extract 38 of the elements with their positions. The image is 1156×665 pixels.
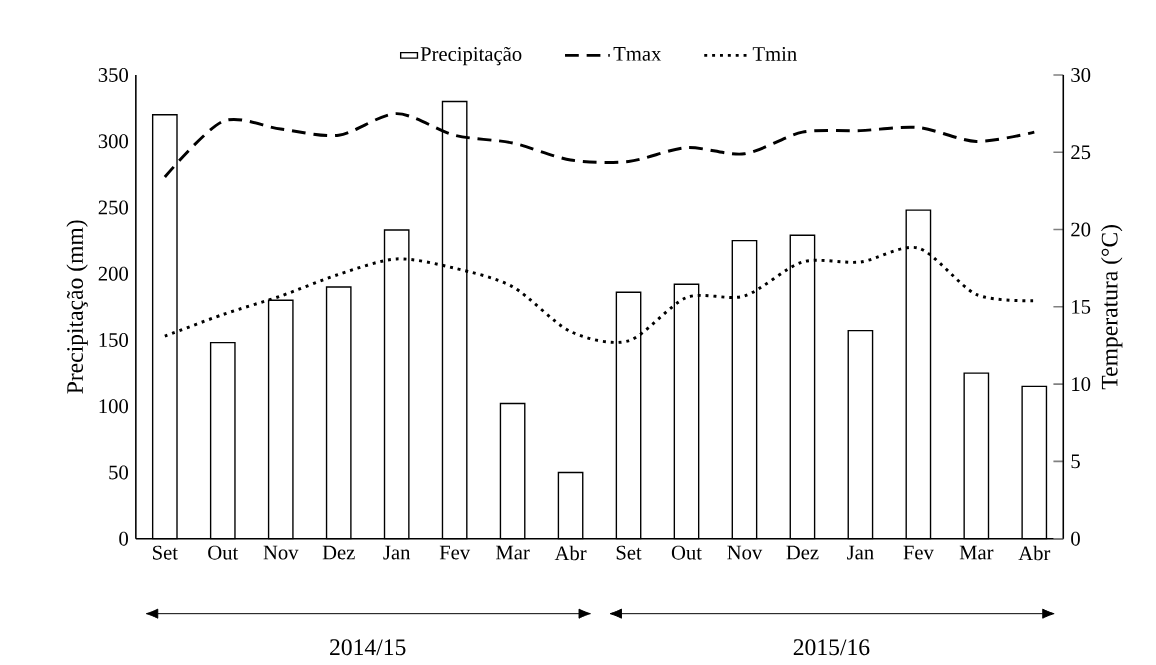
x-tick-label: Nov bbox=[263, 545, 299, 560]
y2-tick-label: 30 bbox=[1071, 68, 1091, 82]
x-tick-label: Nov bbox=[727, 545, 763, 560]
y-tick-label: 200 bbox=[98, 266, 128, 281]
y-tick-label: 50 bbox=[109, 465, 128, 480]
y2-tick-label: 15 bbox=[1072, 299, 1091, 314]
y-tick-label: 250 bbox=[98, 200, 128, 215]
y-tick-label: 300 bbox=[98, 134, 128, 149]
y-tick-label: 350 bbox=[98, 68, 128, 82]
x-tick-label: Fev bbox=[903, 545, 934, 560]
x-tick-label: Dez bbox=[322, 545, 355, 560]
y-tick-label: 0 bbox=[119, 531, 128, 546]
x-tick-label: Fev bbox=[439, 545, 471, 560]
x-tick-label: Set bbox=[616, 545, 642, 560]
text: 2014/15 bbox=[330, 639, 406, 656]
y2-tick-label: 25 bbox=[1071, 145, 1091, 160]
x-tick-label: Dez bbox=[786, 545, 819, 560]
legend-label: Tmax bbox=[613, 47, 662, 61]
y2-tick-label: 0 bbox=[1071, 531, 1080, 546]
x-tick-label: Abr bbox=[554, 545, 587, 561]
x-tick-label: Out bbox=[208, 545, 239, 560]
x-tick-label: Mar bbox=[496, 545, 530, 560]
y2-axis-title: Temperatura (°C) bbox=[1101, 225, 1123, 390]
y2-tick-label: 20 bbox=[1071, 222, 1091, 237]
x-tick-label: Jan bbox=[847, 545, 874, 560]
x-tick-label: Mar bbox=[959, 545, 994, 560]
y2-tick-label: 10 bbox=[1072, 377, 1091, 392]
x-tick-label: Abr bbox=[1018, 545, 1051, 561]
y-tick-label: 150 bbox=[99, 333, 128, 347]
legend-label: Tmin bbox=[752, 47, 797, 61]
x-tick-label: Set bbox=[153, 545, 178, 560]
text: 2015/16 bbox=[793, 639, 870, 656]
y-tick-label: 100 bbox=[99, 399, 128, 414]
y-axis-title: Precipitação (mm) bbox=[66, 220, 88, 394]
x-tick-label: Jan bbox=[383, 545, 411, 560]
legend-label: Precipitação bbox=[420, 46, 522, 66]
y2-tick-label: 5 bbox=[1071, 454, 1080, 469]
x-tick-label: Out bbox=[671, 545, 702, 560]
